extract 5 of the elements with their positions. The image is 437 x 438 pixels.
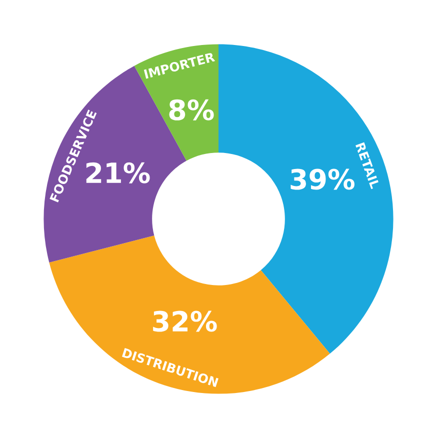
donut-slice [218, 44, 394, 354]
donut-slice [49, 236, 330, 394]
data-label: 39% [290, 168, 354, 190]
data-label: 32% [153, 310, 217, 332]
data-label: 8% [169, 99, 214, 120]
